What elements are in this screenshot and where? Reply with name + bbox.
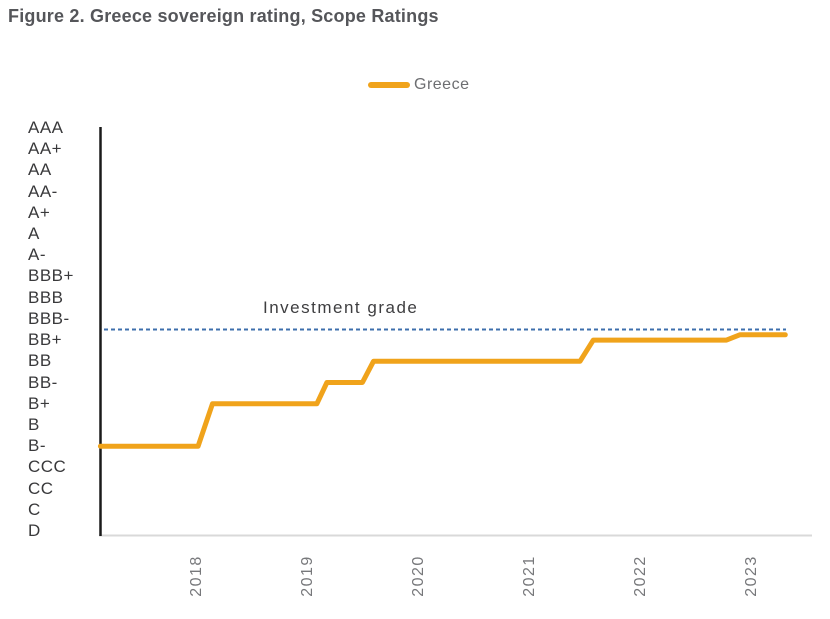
investment-grade-label: Investment grade bbox=[263, 298, 419, 317]
y-axis-label-bbb-plus: BBB+ bbox=[28, 266, 74, 286]
y-axis-label-bb-plus: BB+ bbox=[28, 330, 63, 350]
y-axis-label-d: D bbox=[28, 521, 41, 540]
greece-rating-step-line bbox=[97, 332, 788, 449]
figure-title: Figure 2. Greece sovereign rating, Scope… bbox=[8, 6, 439, 26]
y-axis-label-a-minus: A- bbox=[28, 245, 46, 265]
x-axis-label-2020: 2020 bbox=[410, 555, 427, 597]
y-axis-label-b: B bbox=[28, 414, 40, 434]
legend-series-label: Greece bbox=[414, 76, 470, 93]
x-axis-label-2018: 2018 bbox=[188, 555, 205, 597]
y-axis-label-aa-minus: AA- bbox=[28, 181, 58, 201]
y-axis-label-bbb-minus: BBB- bbox=[28, 308, 70, 328]
chart-legend: Greece bbox=[368, 76, 469, 94]
legend-line-swatch bbox=[368, 82, 410, 88]
y-axis-label-b-minus: B- bbox=[28, 436, 46, 456]
x-axis-label-2021: 2021 bbox=[521, 555, 538, 597]
y-axis-label-aa: AA bbox=[28, 160, 52, 180]
y-axis-label-a-plus: A+ bbox=[28, 202, 51, 222]
y-axis-label-bb-minus: BB- bbox=[28, 372, 58, 392]
y-axis-label-aa-plus: AA+ bbox=[28, 139, 63, 159]
y-axis-label-c: C bbox=[28, 499, 41, 519]
y-axis-label-bbb: BBB bbox=[28, 287, 64, 307]
y-axis-label-a: A bbox=[28, 224, 40, 244]
x-axis-label-2023: 2023 bbox=[743, 555, 760, 597]
y-axis-label-ccc: CCC bbox=[28, 457, 67, 477]
y-axis-label-b-plus: B+ bbox=[28, 393, 51, 413]
y-axis-label-aaa: AAA bbox=[28, 118, 64, 137]
x-axis-label-2019: 2019 bbox=[299, 555, 316, 597]
y-axis-label-cc: CC bbox=[28, 478, 54, 498]
x-axis-label-2022: 2022 bbox=[632, 555, 649, 597]
y-axis-label-bb: BB bbox=[28, 351, 52, 371]
